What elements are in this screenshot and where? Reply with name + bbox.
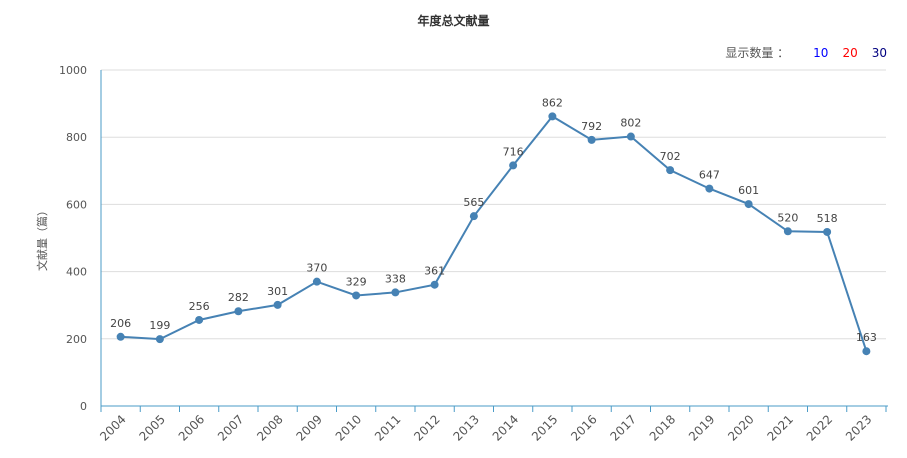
data-label: 256 <box>189 300 210 313</box>
data-point[interactable] <box>548 112 557 121</box>
x-tick-label: 2021 <box>764 412 795 443</box>
data-point[interactable] <box>155 335 164 344</box>
data-point[interactable] <box>666 166 675 175</box>
x-tick-label: 2010 <box>333 412 364 443</box>
x-tick-label: 2017 <box>607 412 638 443</box>
x-tick-label: 2019 <box>686 412 717 443</box>
data-point[interactable] <box>862 347 871 356</box>
data-label: 163 <box>856 331 877 344</box>
data-label: 370 <box>306 262 327 275</box>
data-label: 647 <box>699 169 720 182</box>
data-point[interactable] <box>626 132 635 141</box>
x-tick-label: 2009 <box>293 412 324 443</box>
data-label: 361 <box>424 265 445 278</box>
gridlines <box>101 69 886 340</box>
data-point[interactable] <box>352 291 361 300</box>
x-tick-label: 2023 <box>843 412 874 443</box>
data-point[interactable] <box>234 307 243 316</box>
data-label: 565 <box>463 196 484 209</box>
data-point[interactable] <box>705 184 714 193</box>
x-tick-label: 2014 <box>490 412 521 443</box>
data-label: 518 <box>817 212 838 225</box>
data-label: 206 <box>110 317 131 330</box>
data-point[interactable] <box>116 332 125 341</box>
data-point[interactable] <box>195 315 204 324</box>
chart-title: 年度总文献量 <box>417 14 490 28</box>
x-tick-label: 2005 <box>136 412 167 443</box>
data-point[interactable] <box>744 200 753 209</box>
y-tick-label: 200 <box>66 333 87 346</box>
x-tick-label: 2006 <box>176 412 207 443</box>
display-count-option-10[interactable]: 10 <box>813 45 829 60</box>
data-point[interactable] <box>469 212 478 221</box>
x-tick-label: 2015 <box>529 412 560 443</box>
data-label: 199 <box>149 319 170 332</box>
series-line <box>120 115 868 352</box>
y-tick-label: 800 <box>66 131 87 144</box>
display-count-label: 显示数量 ： <box>725 46 790 60</box>
data-point[interactable] <box>273 300 282 309</box>
data-label: 282 <box>228 291 249 304</box>
display-count-option-20[interactable]: 20 <box>842 45 858 60</box>
data-point[interactable] <box>509 161 518 170</box>
x-tick-label: 2013 <box>450 412 481 443</box>
x-tick-label: 2004 <box>97 412 128 443</box>
x-tick-label: 2020 <box>725 412 756 443</box>
data-label: 329 <box>346 275 367 288</box>
data-label: 702 <box>660 150 681 163</box>
x-tick-label: 2016 <box>568 412 599 443</box>
data-point[interactable] <box>823 227 832 236</box>
y-axis-title: 文献量（篇） <box>35 205 49 271</box>
x-tick-label: 2012 <box>411 412 442 443</box>
data-point[interactable] <box>312 277 321 286</box>
axes: 0 200 400 600 800 1000 2004 2005 2006 2007 2008 200… <box>59 64 888 444</box>
data-label: 338 <box>385 272 406 285</box>
data-point[interactable] <box>587 135 596 144</box>
data-label: 716 <box>503 145 524 158</box>
data-point[interactable] <box>430 280 439 289</box>
display-count-option-30[interactable]: 30 <box>871 45 887 60</box>
x-tick-label: 2011 <box>372 412 403 443</box>
data-label: 601 <box>738 184 759 197</box>
data-point[interactable] <box>783 227 792 236</box>
data-point[interactable] <box>391 288 400 297</box>
x-tick-label: 2008 <box>254 412 285 443</box>
data-label: 862 <box>542 96 563 109</box>
y-tick-label: 600 <box>66 198 87 211</box>
y-tick-label: 0 <box>80 400 87 413</box>
display-count-control: 显示数量 ： 10 20 30 <box>725 44 887 61</box>
x-tick-label: 2018 <box>647 412 678 443</box>
series-line-group: 206 199 256 282 301 370 329 338 361 565 716 862 792 8… <box>110 96 877 356</box>
x-tick-label: 2007 <box>215 412 246 443</box>
y-tick-label: 400 <box>66 266 87 279</box>
data-label: 792 <box>581 120 602 133</box>
data-label: 301 <box>267 285 288 298</box>
data-label: 520 <box>777 211 798 224</box>
y-tick-label: 1000 <box>59 64 87 77</box>
data-label: 802 <box>620 117 641 130</box>
x-tick-label: 2022 <box>804 412 835 443</box>
